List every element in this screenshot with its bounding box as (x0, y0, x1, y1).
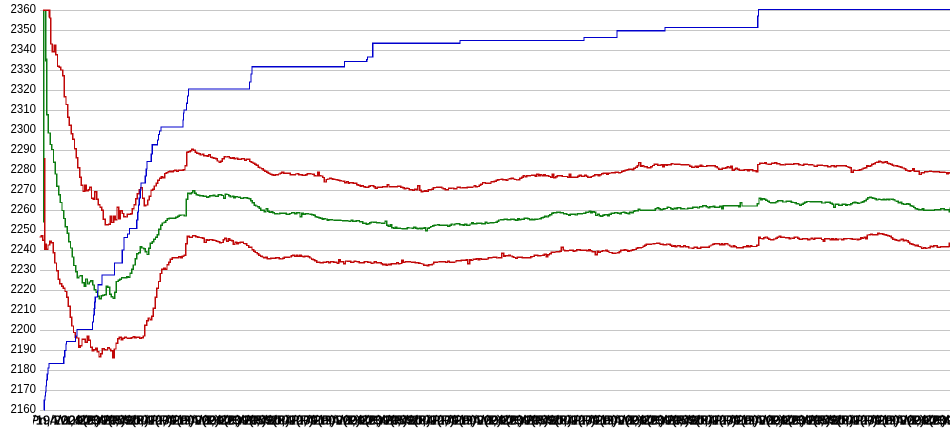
svg-text:Pn,4/22/2009(P): Pn,4/22/2009(P) (31, 413, 126, 428)
svg-text:2220: 2220 (11, 281, 37, 296)
svg-text:Pt,4/19/2009(P): Pt,4/19/2009(P) (432, 413, 523, 428)
svg-text:Pn,4/22/2009(P): Pn,4/22/2009(P) (877, 413, 950, 428)
svg-text:2240: 2240 (11, 241, 37, 256)
svg-text:2230: 2230 (11, 261, 37, 276)
svg-text:Wt,4/23/2009(P): Wt,4/23/2009(P) (336, 413, 431, 428)
svg-text:So,4/27/2009(P): So,4/27/2009(P) (266, 413, 361, 428)
svg-text:Cz,4/25/2009(P): Cz,4/25/2009(P) (642, 413, 737, 428)
svg-text:2300: 2300 (11, 121, 37, 136)
svg-text:Pn,4/22/2009(P): Pn,4/22/2009(P) (313, 413, 408, 428)
svg-text:Wt,4/23/2009(P): Wt,4/23/2009(P) (195, 413, 290, 428)
svg-text:2250: 2250 (11, 221, 37, 236)
svg-text:So,4/27/2009(P): So,4/27/2009(P) (407, 413, 502, 428)
svg-text:2180: 2180 (11, 361, 37, 376)
svg-text:2210: 2210 (11, 301, 37, 316)
svg-text:2260: 2260 (11, 201, 37, 216)
svg-text:Cz,4/25/2009(P): Cz,4/25/2009(P) (501, 413, 596, 428)
svg-text:Cz,4/25/2009(P): Cz,4/25/2009(P) (219, 413, 314, 428)
svg-text:2270: 2270 (11, 181, 37, 196)
svg-text:Pt,4/19/2009(P): Pt,4/19/2009(P) (150, 413, 241, 428)
svg-text:Wt,4/23/2009(P): Wt,4/23/2009(P) (54, 413, 149, 428)
svg-text:Pt,4/19/2009(P): Pt,4/19/2009(P) (9, 413, 100, 428)
svg-text:2320: 2320 (11, 81, 37, 96)
svg-text:2200: 2200 (11, 321, 37, 336)
svg-text:Pt,4/26/2009(P): Pt,4/26/2009(P) (526, 413, 617, 428)
svg-text:2160: 2160 (11, 401, 37, 416)
svg-text:So,4/27/2009(P): So,4/27/2009(P) (689, 413, 784, 428)
svg-text:2340: 2340 (11, 41, 37, 56)
svg-text:So,4/27/2009(P): So,4/27/2009(P) (830, 413, 925, 428)
svg-text:So,4/27/2009(P): So,4/27/2009(P) (125, 413, 220, 428)
svg-text:Wt,4/23/2009(P): Wt,4/23/2009(P) (900, 413, 950, 428)
svg-text:Pt,4/19/2009(P): Pt,4/19/2009(P) (573, 413, 664, 428)
svg-text:2330: 2330 (11, 61, 37, 76)
svg-text:Wt,4/23/2009(P): Wt,4/23/2009(P) (477, 413, 572, 428)
svg-text:Pt,4/26/2009(P): Pt,4/26/2009(P) (385, 413, 476, 428)
svg-text:Cz,4/25/2009(P): Cz,4/25/2009(P) (924, 413, 950, 428)
svg-text:Cz,4/25/2009(P): Cz,4/25/2009(P) (783, 413, 878, 428)
svg-text:Pt,4/19/2009(P): Pt,4/19/2009(P) (714, 413, 805, 428)
svg-text:Cz,4/25/2009(P): Cz,4/25/2009(P) (78, 413, 173, 428)
svg-text:Pn,4/22/2009(P): Pn,4/22/2009(P) (454, 413, 549, 428)
svg-text:2350: 2350 (11, 21, 37, 36)
svg-text:So,4/27/2009(P): So,4/27/2009(P) (548, 413, 643, 428)
svg-text:Pt,4/19/2009(P): Pt,4/19/2009(P) (855, 413, 946, 428)
svg-text:2280: 2280 (11, 161, 37, 176)
svg-text:Cz,4/25/2009(P): Cz,4/25/2009(P) (360, 413, 455, 428)
svg-text:Pt,4/19/2009(P): Pt,4/19/2009(P) (291, 413, 382, 428)
svg-text:Pt,4/26/2009(P): Pt,4/26/2009(P) (667, 413, 758, 428)
svg-text:Pn,4/22/2009(P): Pn,4/22/2009(P) (595, 413, 690, 428)
svg-text:2190: 2190 (11, 341, 37, 356)
svg-text:Wt,4/23/2009(P): Wt,4/23/2009(P) (759, 413, 854, 428)
svg-text:Pt,4/26/2009(P): Pt,4/26/2009(P) (244, 413, 335, 428)
svg-text:Wt,4/23/2009(P): Wt,4/23/2009(P) (618, 413, 713, 428)
svg-text:2290: 2290 (11, 141, 37, 156)
svg-text:2170: 2170 (11, 381, 37, 396)
svg-text:2360: 2360 (11, 1, 37, 16)
svg-text:Pn,4/22/2009(P): Pn,4/22/2009(P) (172, 413, 267, 428)
svg-text:Pt,4/26/2009(P): Pt,4/26/2009(P) (103, 413, 194, 428)
svg-text:Pt,4/26/2009(P): Pt,4/26/2009(P) (808, 413, 899, 428)
svg-text:2310: 2310 (11, 101, 37, 116)
svg-text:Pn,4/22/2009(P): Pn,4/22/2009(P) (736, 413, 831, 428)
